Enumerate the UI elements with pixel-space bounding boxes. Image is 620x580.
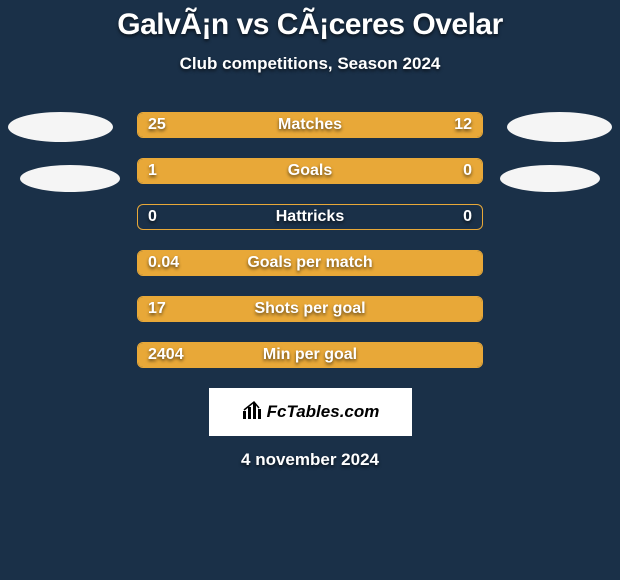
stat-label: Shots per goal [138, 297, 482, 321]
page-subtitle: Club competitions, Season 2024 [0, 54, 620, 74]
stat-value-right: 0 [463, 159, 472, 183]
stat-bar: 0.04Goals per match [137, 250, 483, 276]
source-logo: FcTables.com [209, 388, 412, 436]
stat-label: Hattricks [138, 205, 482, 229]
stat-label: Min per goal [138, 343, 482, 367]
stats-section: 25Matches121Goals00Hattricks00.04Goals p… [0, 112, 620, 368]
stat-bar: 0Hattricks0 [137, 204, 483, 230]
chart-icon [241, 399, 263, 426]
page-title: GalvÃ¡n vs CÃ¡ceres Ovelar [0, 8, 620, 42]
date-label: 4 november 2024 [0, 450, 620, 470]
comparison-card: GalvÃ¡n vs CÃ¡ceres Ovelar Club competit… [0, 0, 620, 470]
stat-bar: 1Goals0 [137, 158, 483, 184]
stat-bar: 25Matches12 [137, 112, 483, 138]
source-logo-text: FcTables.com [267, 402, 380, 422]
stat-bar: 2404Min per goal [137, 342, 483, 368]
bars-container: 25Matches121Goals00Hattricks00.04Goals p… [0, 112, 620, 368]
player-right-avatar-1 [507, 112, 612, 142]
player-left-avatar-1 [8, 112, 113, 142]
player-right-avatar-2 [500, 165, 600, 192]
player-left-avatar-2 [20, 165, 120, 192]
stat-label: Goals [138, 159, 482, 183]
stat-label: Goals per match [138, 251, 482, 275]
stat-value-right: 12 [454, 113, 472, 137]
stat-value-right: 0 [463, 205, 472, 229]
stat-bar: 17Shots per goal [137, 296, 483, 322]
stat-label: Matches [138, 113, 482, 137]
